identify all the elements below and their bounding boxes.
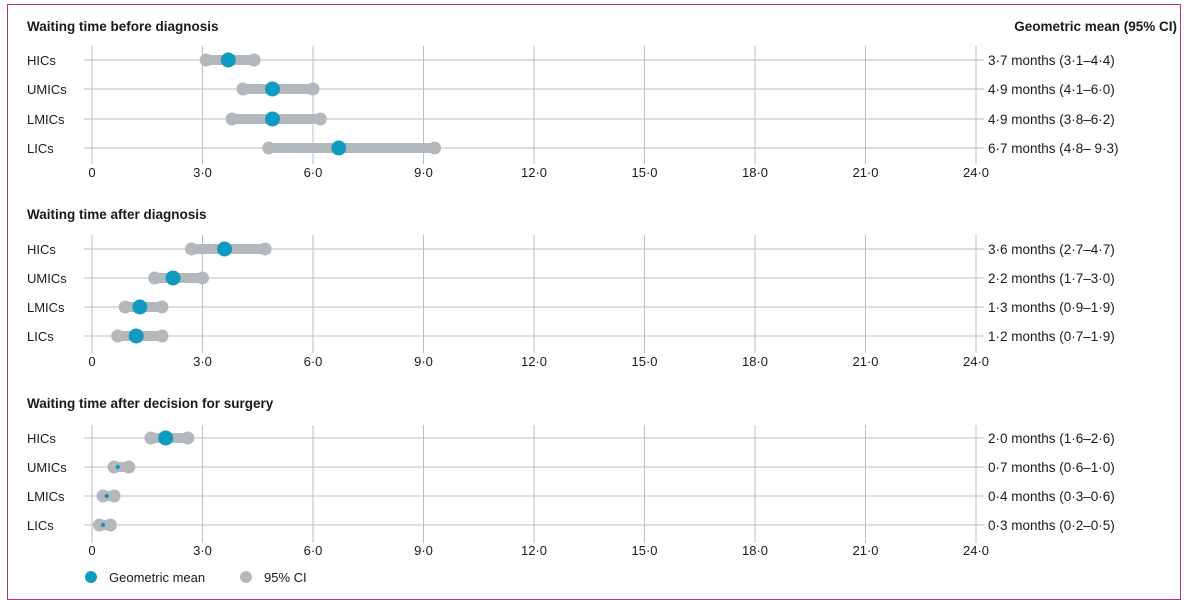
panel-title: Waiting time before diagnosis <box>27 19 219 34</box>
mean-point <box>158 430 174 446</box>
mean-point <box>115 464 120 470</box>
ci-low-point <box>199 53 213 67</box>
ci-high-point <box>258 242 272 256</box>
x-tick-label: 24·0 <box>963 543 989 558</box>
x-tick-label: 15·0 <box>631 354 657 369</box>
estimate-label: 1·3 months (0·9–1·9) <box>988 300 1115 315</box>
x-tick-label: 15·0 <box>631 543 657 558</box>
x-tick-label: 12·0 <box>521 354 547 369</box>
category-label: LICs <box>27 518 54 533</box>
ci-low-point <box>262 141 276 155</box>
x-tick-label: 24·0 <box>963 165 989 180</box>
legend-ci-swatch <box>240 571 252 583</box>
legend-mean-label: Geometric mean <box>109 570 205 585</box>
ci-low-point <box>148 271 162 285</box>
ci-low-point <box>184 242 198 256</box>
mean-point <box>128 328 144 344</box>
ci-high-point <box>247 53 261 67</box>
category-label: LMICs <box>27 112 65 127</box>
ci-high-point <box>428 141 442 155</box>
x-tick-label: 21·0 <box>852 543 878 558</box>
x-tick-label: 0 <box>88 165 95 180</box>
estimate-label: 0·7 months (0·6–1·0) <box>988 460 1115 475</box>
x-tick-label: 9·0 <box>414 354 433 369</box>
x-tick-label: 6·0 <box>304 354 323 369</box>
x-tick-label: 21·0 <box>852 354 878 369</box>
mean-point <box>100 522 106 528</box>
category-label: LMICs <box>27 489 65 504</box>
estimate-label: 6·7 months (4·8– 9·3) <box>988 141 1119 156</box>
ci-high-point <box>103 518 117 532</box>
x-tick-label: 0 <box>88 354 95 369</box>
x-tick-label: 15·0 <box>631 165 657 180</box>
ci-high-point <box>313 112 327 126</box>
legend-ci-label: 95% CI <box>264 570 307 585</box>
ci-low-point <box>236 82 250 96</box>
ci-high-point <box>122 460 136 474</box>
x-tick-label: 18·0 <box>742 354 768 369</box>
column-header: Geometric mean (95% CI) <box>1014 19 1177 34</box>
x-tick-label: 18·0 <box>742 543 768 558</box>
panel-title: Waiting time after decision for surgery <box>27 396 274 411</box>
estimate-label: 3·7 months (3·1–4·4) <box>988 53 1115 68</box>
category-label: UMICs <box>27 271 67 286</box>
x-tick-label: 9·0 <box>414 543 433 558</box>
x-tick-label: 12·0 <box>521 543 547 558</box>
x-tick-label: 0 <box>88 543 95 558</box>
legend-mean-swatch <box>85 571 97 583</box>
mean-point <box>220 52 236 68</box>
category-label: UMICs <box>27 82 67 97</box>
ci-low-point <box>225 112 239 126</box>
x-tick-label: 3·0 <box>193 354 212 369</box>
ci-high-point <box>155 329 169 343</box>
ci-low-point <box>111 329 125 343</box>
x-tick-label: 6·0 <box>304 543 323 558</box>
mean-point <box>217 241 233 257</box>
estimate-label: 2·0 months (1·6–2·6) <box>988 431 1115 446</box>
ci-low-point <box>96 489 110 503</box>
mean-point <box>264 81 280 97</box>
estimate-label: 1·2 months (0·7–1·9) <box>988 329 1115 344</box>
category-label: HICs <box>27 431 56 446</box>
category-label: LMICs <box>27 300 65 315</box>
ci-high-point <box>107 489 121 503</box>
x-tick-label: 3·0 <box>193 165 212 180</box>
ci-low-point <box>92 518 106 532</box>
estimate-label: 3·6 months (2·7–4·7) <box>988 242 1115 257</box>
mean-point <box>132 299 148 315</box>
mean-point <box>104 493 109 499</box>
ci-high-point <box>196 271 209 285</box>
estimate-label: 0·4 months (0·3–0·6) <box>988 489 1115 504</box>
mean-point <box>331 140 347 156</box>
x-tick-label: 9·0 <box>414 165 433 180</box>
category-label: UMICs <box>27 460 67 475</box>
ci-high-point <box>306 82 320 96</box>
category-label: LICs <box>27 329 54 344</box>
panel-title: Waiting time after diagnosis <box>27 207 207 222</box>
category-label: HICs <box>27 242 56 257</box>
x-tick-label: 18·0 <box>742 165 768 180</box>
ci-high-point <box>155 300 169 314</box>
estimate-label: 4·9 months (3·8–6·2) <box>988 112 1115 127</box>
x-tick-label: 6·0 <box>304 165 323 180</box>
ci-low-point <box>144 431 158 445</box>
x-tick-label: 3·0 <box>193 543 212 558</box>
ci-low-point <box>118 300 132 314</box>
estimate-label: 4·9 months (4·1–6·0) <box>988 82 1115 97</box>
estimate-label: 2·2 months (1·7–3·0) <box>988 271 1115 286</box>
mean-point <box>165 270 181 286</box>
mean-point <box>264 111 280 127</box>
ci-high-point <box>181 431 195 445</box>
x-tick-label: 21·0 <box>852 165 878 180</box>
x-tick-label: 12·0 <box>521 165 547 180</box>
ci-low-point <box>107 460 121 474</box>
estimate-label: 0·3 months (0·2–0·5) <box>988 518 1115 533</box>
category-label: HICs <box>27 53 56 68</box>
x-tick-label: 24·0 <box>963 354 989 369</box>
category-label: LICs <box>27 141 54 156</box>
